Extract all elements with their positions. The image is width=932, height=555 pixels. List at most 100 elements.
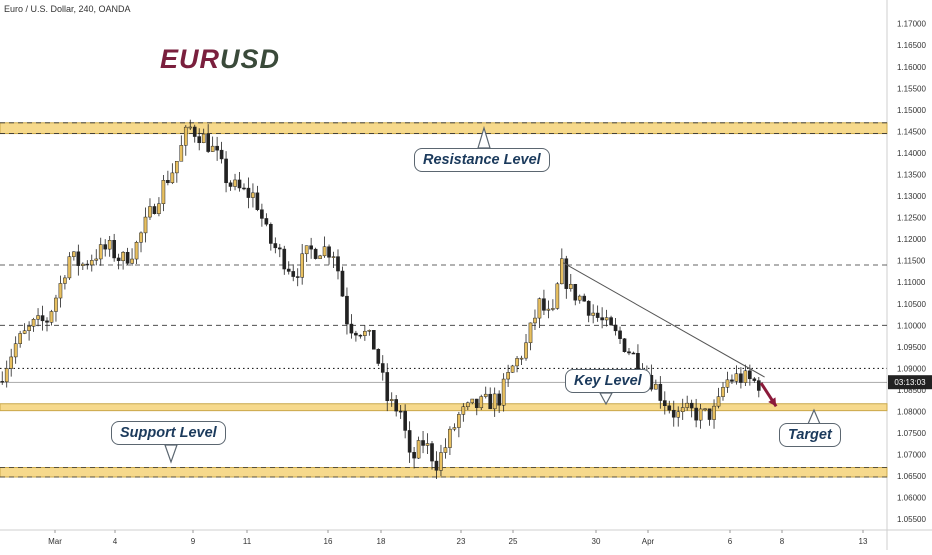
candle-body-55 bbox=[242, 187, 246, 190]
candle-body-51 bbox=[224, 158, 228, 184]
candle-body-56 bbox=[246, 187, 251, 198]
candle-body-43 bbox=[188, 126, 193, 129]
candle-body-7 bbox=[27, 326, 31, 331]
candle-body-131 bbox=[582, 295, 587, 302]
candle-body-14 bbox=[58, 283, 63, 299]
candle-body-159 bbox=[707, 408, 712, 420]
y-tick-label-22: 1.16000 bbox=[897, 63, 926, 72]
candle-body-104 bbox=[461, 406, 466, 415]
candle-body-94 bbox=[416, 440, 421, 459]
y-tick-label-19: 1.14500 bbox=[897, 127, 926, 136]
candle-body-32 bbox=[139, 232, 143, 243]
y-tick-label-9: 1.09500 bbox=[897, 343, 926, 352]
candle-body-83 bbox=[367, 330, 372, 332]
candle-body-41 bbox=[179, 145, 184, 162]
candle-body-50 bbox=[219, 149, 224, 160]
candle-body-40 bbox=[175, 160, 179, 174]
candle-body-79 bbox=[349, 323, 354, 334]
resistance-callout: Resistance Level bbox=[414, 148, 550, 172]
candle-body-75 bbox=[331, 256, 336, 258]
candle-body-168 bbox=[748, 370, 752, 380]
x-tick-label-11: 6 bbox=[728, 537, 733, 546]
candle-body-120 bbox=[533, 317, 537, 324]
candle-body-137 bbox=[609, 317, 613, 326]
candle-body-134 bbox=[595, 312, 600, 318]
candle-body-69 bbox=[304, 245, 309, 255]
candle-body-108 bbox=[479, 396, 484, 408]
candle-body-45 bbox=[197, 136, 202, 144]
brand-part-usd: USD bbox=[220, 44, 281, 74]
candle-body-105 bbox=[466, 402, 470, 408]
candle-body-169 bbox=[752, 378, 757, 381]
zone-band-2 bbox=[0, 403, 888, 412]
candle-body-150 bbox=[667, 405, 672, 411]
candle-body-13 bbox=[54, 297, 58, 312]
candle-body-112 bbox=[497, 393, 501, 406]
candle-body-127 bbox=[564, 258, 569, 289]
candle-body-90 bbox=[398, 410, 403, 413]
candle-body-95 bbox=[421, 440, 425, 446]
candle-body-148 bbox=[658, 383, 663, 401]
y-tick-label-5: 1.07500 bbox=[897, 429, 926, 438]
candle-body-130 bbox=[577, 295, 582, 301]
candle-body-141 bbox=[627, 351, 631, 354]
candle-body-44 bbox=[192, 126, 197, 137]
candle-body-34 bbox=[148, 206, 152, 218]
x-tick-label-3: 9 bbox=[191, 537, 196, 546]
candle-body-76 bbox=[336, 256, 340, 272]
candle-body-154 bbox=[685, 402, 689, 408]
candle-body-160 bbox=[712, 405, 716, 420]
candle-body-142 bbox=[631, 352, 636, 355]
candle-body-111 bbox=[492, 393, 497, 410]
candle-body-161 bbox=[716, 396, 721, 407]
x-tick-label-1: Mar bbox=[48, 537, 62, 546]
x-tick-label-7: 23 bbox=[457, 537, 466, 546]
candle-body-156 bbox=[694, 407, 698, 421]
x-tick-label-5: 16 bbox=[324, 537, 333, 546]
candle-body-129 bbox=[573, 284, 578, 301]
y-tick-label-7: 1.08500 bbox=[897, 386, 926, 395]
candle-body-110 bbox=[488, 393, 493, 410]
candle-body-54 bbox=[237, 179, 242, 189]
support-callout: Support Level bbox=[111, 421, 226, 445]
candle-body-74 bbox=[327, 246, 331, 258]
candle-body-73 bbox=[322, 246, 327, 257]
y-tick-label-23: 1.16500 bbox=[897, 41, 926, 50]
candle-body-70 bbox=[309, 245, 313, 250]
candle-body-9 bbox=[36, 315, 40, 320]
candle-body-126 bbox=[560, 258, 564, 285]
candle-body-118 bbox=[524, 342, 528, 359]
y-tick-label-12: 1.11000 bbox=[897, 278, 926, 287]
candle-body-21 bbox=[89, 260, 94, 266]
candle-body-119 bbox=[528, 322, 533, 344]
candle-body-121 bbox=[537, 298, 542, 319]
price-tag-label: 03:13:03 bbox=[894, 378, 926, 387]
x-tick-label-13: 13 bbox=[859, 537, 868, 546]
candle-body-100 bbox=[443, 447, 448, 453]
candle-body-58 bbox=[255, 192, 260, 210]
candle-body-61 bbox=[269, 224, 273, 244]
candle-body-170 bbox=[756, 380, 761, 391]
candle-body-98 bbox=[434, 460, 439, 471]
y-tick-label-2: 1.06000 bbox=[897, 494, 926, 503]
candle-body-5 bbox=[18, 333, 22, 344]
candle-body-85 bbox=[376, 349, 381, 364]
candle-body-92 bbox=[407, 430, 412, 453]
candle-body-47 bbox=[206, 133, 210, 152]
candle-body-18 bbox=[76, 251, 81, 266]
candle-body-52 bbox=[228, 182, 233, 187]
candle-body-1 bbox=[0, 381, 5, 383]
candle-body-22 bbox=[94, 258, 99, 261]
y-tick-label-16: 1.13000 bbox=[897, 192, 926, 201]
candle-body-166 bbox=[739, 373, 743, 383]
candle-body-165 bbox=[734, 373, 739, 382]
candle-body-38 bbox=[166, 180, 170, 184]
candle-body-39 bbox=[170, 172, 175, 184]
candle-body-89 bbox=[394, 399, 399, 412]
candle-body-149 bbox=[662, 400, 667, 407]
y-tick-label-17: 1.13500 bbox=[897, 171, 926, 180]
candle-body-10 bbox=[40, 315, 45, 322]
zone-band-3 bbox=[0, 467, 888, 478]
candle-body-19 bbox=[81, 263, 85, 266]
